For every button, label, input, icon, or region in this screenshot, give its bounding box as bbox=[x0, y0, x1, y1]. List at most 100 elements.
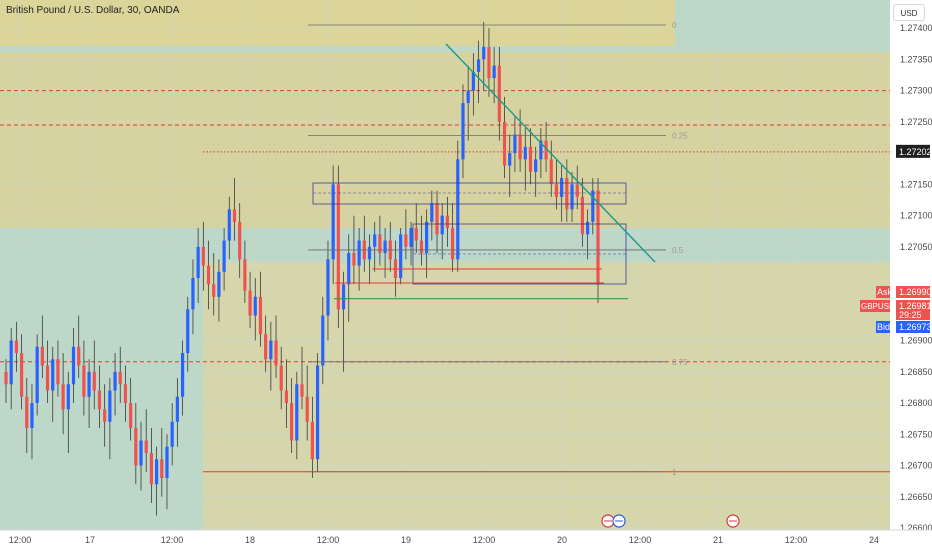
candle-body-97 bbox=[508, 153, 512, 166]
candle-body-54 bbox=[284, 390, 289, 404]
x-tick-5: 19 bbox=[401, 535, 411, 545]
candle-body-55 bbox=[290, 403, 294, 441]
fib-label-3: 0.75 bbox=[672, 358, 688, 367]
candle-body-82 bbox=[430, 203, 434, 222]
candle-body-65 bbox=[341, 284, 346, 310]
x-tick-10: 12:00 bbox=[785, 535, 808, 545]
y-tick-2: 1.27300 bbox=[900, 86, 932, 96]
currency-button[interactable]: USD bbox=[893, 4, 925, 21]
candle-body-76 bbox=[399, 234, 403, 279]
candle-body-45 bbox=[238, 221, 242, 260]
candle-body-41 bbox=[217, 271, 221, 297]
candle-body-84 bbox=[440, 215, 444, 235]
y-tick-3: 1.27250 bbox=[900, 117, 932, 127]
bid-label: Bid bbox=[877, 322, 890, 332]
price-axis[interactable]: 1.27400 1.27350 1.27300 1.27250 1.27150 1.271… bbox=[860, 0, 932, 533]
candle-body-49 bbox=[258, 296, 263, 335]
candle-body-11 bbox=[61, 384, 65, 410]
candle-body-92 bbox=[482, 46, 486, 60]
candle-body-96 bbox=[502, 121, 507, 166]
candle-body-51 bbox=[269, 340, 273, 360]
y-tick-5: 1.27100 bbox=[900, 211, 932, 221]
candle-body-27 bbox=[144, 440, 148, 454]
candle-body-106 bbox=[554, 184, 559, 197]
y-tick-7: 1.26900 bbox=[900, 336, 932, 346]
x-tick-0: 12:00 bbox=[9, 535, 32, 545]
fib-label-2: 0.5 bbox=[672, 246, 684, 255]
y-tick-8: 1.26850 bbox=[900, 367, 932, 377]
candle-body-43 bbox=[227, 209, 231, 241]
candle-body-70 bbox=[367, 246, 372, 260]
candle-body-37 bbox=[196, 246, 200, 279]
ask-label-tag bbox=[876, 286, 890, 298]
candle-body-113 bbox=[591, 190, 595, 222]
price-axis-bg bbox=[890, 0, 932, 530]
candle-body-2 bbox=[14, 340, 18, 354]
candle-body-52 bbox=[274, 340, 278, 366]
candle-body-110 bbox=[575, 184, 579, 197]
candle-body-16 bbox=[87, 371, 91, 397]
candle-body-18 bbox=[97, 390, 102, 410]
candle-body-89 bbox=[466, 90, 470, 104]
candle-body-38 bbox=[201, 246, 205, 266]
drawings: 0 0.25 0.5 0.75 1 bbox=[308, 21, 688, 477]
last-tag bbox=[896, 300, 930, 320]
symbol-label: GBPUSD bbox=[861, 302, 895, 311]
candle-body-23 bbox=[123, 384, 128, 404]
candle-body-30 bbox=[160, 459, 164, 479]
candle-body-68 bbox=[357, 240, 361, 266]
candle-body-111 bbox=[580, 196, 585, 235]
candle-body-40 bbox=[212, 284, 216, 297]
candle-body-83 bbox=[435, 203, 439, 235]
candle-body-24 bbox=[129, 403, 133, 429]
candle-body-25 bbox=[134, 428, 138, 466]
x-tick-6: 12:00 bbox=[473, 535, 496, 545]
candle-body-81 bbox=[425, 221, 429, 254]
candle-body-104 bbox=[544, 140, 548, 160]
x-tick-4: 12:00 bbox=[317, 535, 340, 545]
countdown-value: 29:25 bbox=[899, 310, 922, 320]
candle-body-13 bbox=[71, 346, 76, 385]
bid-label-tag bbox=[876, 321, 890, 333]
candle-body-66 bbox=[347, 253, 351, 285]
candle-body-63 bbox=[331, 184, 335, 260]
y-tick-12: 1.26650 bbox=[900, 492, 932, 502]
bid-value: 1.26973 bbox=[899, 322, 932, 332]
candle-body-4 bbox=[25, 396, 29, 429]
x-tick-7: 20 bbox=[557, 535, 567, 545]
candle-body-77 bbox=[404, 234, 408, 247]
time-axis[interactable]: 12:00 17 12:00 18 12:00 19 12:00 20 12:00 21 12:00… bbox=[0, 514, 932, 550]
candle-body-31 bbox=[165, 446, 169, 479]
candle-body-58 bbox=[305, 396, 309, 422]
fib-label-0: 0 bbox=[672, 21, 677, 30]
candle-body-32 bbox=[170, 421, 174, 447]
candle-body-99 bbox=[518, 134, 522, 160]
y-tick-10: 1.26750 bbox=[900, 429, 932, 439]
symbol-tag bbox=[860, 300, 890, 312]
y-tick-1: 1.27350 bbox=[900, 54, 932, 64]
chart-background bbox=[0, 0, 890, 530]
candle-body-72 bbox=[378, 234, 382, 254]
candle-body-20 bbox=[108, 390, 112, 422]
marked-price-tag bbox=[896, 144, 930, 158]
candle-body-102 bbox=[534, 159, 538, 172]
candle-body-91 bbox=[476, 59, 481, 72]
candle-body-42 bbox=[222, 240, 226, 272]
candle-body-105 bbox=[549, 159, 553, 185]
candle-body-0 bbox=[4, 371, 8, 385]
x-tick-11: 24 bbox=[869, 535, 879, 545]
x-tick-8: 12:00 bbox=[629, 535, 652, 545]
candle-body-36 bbox=[191, 278, 195, 310]
zone-upper-yellow bbox=[0, 52, 890, 228]
candle-body-85 bbox=[445, 215, 450, 229]
candle-body-12 bbox=[66, 384, 70, 410]
y-tick-13: 1.26600 bbox=[900, 523, 932, 533]
candle-body-5 bbox=[30, 403, 34, 429]
candle-body-94 bbox=[492, 65, 496, 79]
candle-body-7 bbox=[40, 346, 44, 366]
candle-body-33 bbox=[175, 396, 179, 422]
candle-body-39 bbox=[206, 265, 211, 285]
candle-body-95 bbox=[497, 65, 501, 122]
candle-body-67 bbox=[352, 253, 356, 266]
